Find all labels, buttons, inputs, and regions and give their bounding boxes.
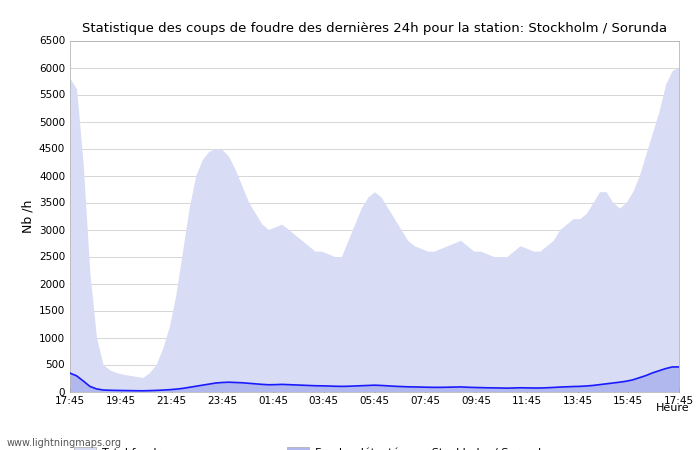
Y-axis label: Nb /h: Nb /h [22, 199, 35, 233]
Text: www.lightningmaps.org: www.lightningmaps.org [7, 438, 122, 448]
Legend: Total foudre, Moyenne de toutes les stations, Foudre détectée par Stockholm / So: Total foudre, Moyenne de toutes les stat… [69, 443, 552, 450]
Text: Heure: Heure [656, 403, 690, 413]
Title: Statistique des coups de foudre des dernières 24h pour la station: Stockholm / S: Statistique des coups de foudre des dern… [82, 22, 667, 35]
